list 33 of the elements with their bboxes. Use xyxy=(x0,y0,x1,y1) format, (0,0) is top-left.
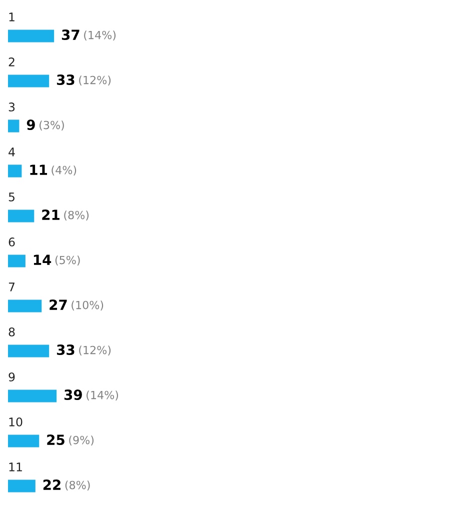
data-label: 14 (5%) xyxy=(34,254,80,266)
y-tick-label: 6 xyxy=(8,237,15,246)
bar xyxy=(8,120,20,132)
data-label: 22 (8%) xyxy=(43,480,90,491)
bar xyxy=(8,434,40,448)
bar xyxy=(8,300,42,312)
y-tick-label: 7 xyxy=(8,282,14,292)
y-tick-label: 10 xyxy=(9,417,22,426)
y-tick-label: 2 xyxy=(8,57,14,66)
bar xyxy=(8,30,54,42)
data-label: 33 (12%) xyxy=(56,344,111,356)
y-tick-label: 1 xyxy=(9,12,14,22)
bar xyxy=(8,254,26,268)
y-tick-label: 11 xyxy=(9,462,22,472)
y-tick-label: 8 xyxy=(8,327,15,336)
bar xyxy=(8,210,34,222)
y-tick-label: 4 xyxy=(8,148,15,156)
bar xyxy=(8,74,50,88)
data-label: 27 (10%) xyxy=(50,300,104,311)
bar xyxy=(8,480,36,492)
data-label: 21 (8%) xyxy=(42,210,89,221)
bar xyxy=(8,390,57,402)
data-label: 39 (14%) xyxy=(64,390,118,401)
y-tick-label: 9 xyxy=(8,372,15,382)
y-tick-label: 3 xyxy=(8,102,15,112)
y-tick-label: 5 xyxy=(8,192,14,202)
data-label: 33 (12%) xyxy=(56,74,111,86)
bar xyxy=(8,164,22,178)
data-label: 11 (4%) xyxy=(30,164,76,176)
data-label: 37 (14%) xyxy=(62,30,116,41)
bar xyxy=(8,344,50,358)
data-label: 25 (9%) xyxy=(47,434,94,446)
data-label: 9 (3%) xyxy=(26,120,64,131)
